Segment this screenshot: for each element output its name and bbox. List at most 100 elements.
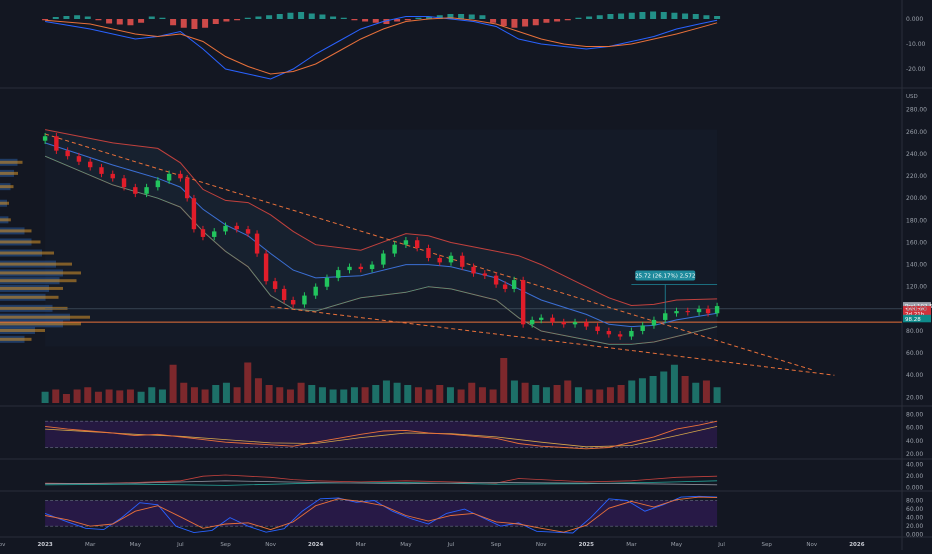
- price-tag-label: 98.28: [905, 317, 921, 323]
- volume-profile-bar: [0, 328, 45, 332]
- candle-body: [110, 173, 115, 179]
- volume-bar: [169, 364, 177, 403]
- macd-histogram-bar: [522, 19, 529, 27]
- volume-bar: [73, 389, 81, 403]
- candle-body: [606, 330, 612, 335]
- macd-histogram-bar: [138, 19, 145, 23]
- volume-bar: [510, 380, 518, 403]
- candle-body: [572, 322, 578, 325]
- candle-body: [584, 322, 589, 327]
- time-axis-tick-label: May: [400, 542, 412, 548]
- candle-body: [263, 253, 269, 282]
- candle-body: [651, 319, 657, 326]
- candle-body: [42, 136, 48, 141]
- time-axis-tick-label: Sep: [220, 542, 231, 548]
- volume-bar: [244, 362, 252, 403]
- macd-histogram-bar: [426, 16, 433, 19]
- macd-histogram-bar: [500, 19, 507, 26]
- candle-body: [54, 136, 59, 151]
- macd-histogram-bar: [703, 15, 710, 19]
- macd-histogram-bar: [682, 13, 689, 19]
- macd-histogram-bar: [84, 16, 91, 19]
- volume-bar: [126, 389, 134, 403]
- macd-histogram-bar: [159, 17, 166, 19]
- candle-body: [617, 334, 623, 337]
- candle-body: [184, 178, 190, 199]
- candle-body: [313, 286, 318, 296]
- volume-bar: [382, 380, 390, 403]
- price-axis-tick-label: 20.00: [906, 394, 923, 401]
- time-axis-tick-label: Sep: [491, 542, 502, 548]
- price-axis-tick-label: 80.00: [906, 328, 923, 335]
- price-axis-tick-label: 260.00: [906, 129, 927, 136]
- di-minus-line: [45, 480, 718, 486]
- macd-histogram-bar: [298, 12, 305, 19]
- rsi-axis-tick-label: 80.00: [906, 412, 923, 419]
- volume-bar: [190, 387, 198, 403]
- macd-histogram-bar: [618, 13, 625, 19]
- volume-bar: [670, 364, 678, 403]
- macd-histogram-bar: [148, 16, 155, 19]
- candle-body: [714, 306, 720, 314]
- candle-body: [381, 253, 386, 265]
- candle-body: [272, 281, 278, 289]
- adx-line: [45, 474, 718, 485]
- volume-bar: [702, 380, 710, 403]
- macd-histogram-bar: [223, 19, 230, 22]
- volume-bar: [553, 385, 561, 403]
- macd-histogram-bar: [586, 16, 593, 19]
- volume-bar: [393, 382, 401, 403]
- trendline-lower: [270, 306, 835, 376]
- price-axis-tick-label: 40.00: [906, 372, 923, 379]
- candle-body: [595, 326, 600, 331]
- volume-bar: [41, 391, 49, 403]
- time-axis-tick-label: Sep: [762, 542, 773, 548]
- macd-pane: [42, 11, 721, 80]
- candle-body: [144, 187, 149, 194]
- volume-bar: [265, 385, 273, 403]
- macd-histogram-bar: [127, 19, 134, 26]
- price-tag-bg: [903, 302, 931, 310]
- candle-body: [369, 264, 375, 270]
- volume-bar: [585, 389, 593, 403]
- volume-bar: [457, 389, 465, 403]
- rsi-axis-tick-label: 20.00: [906, 451, 923, 458]
- candle-body: [76, 156, 82, 162]
- volume-bar: [105, 389, 113, 403]
- volume-profile-bar: [0, 251, 54, 255]
- volume-bar: [692, 382, 700, 403]
- candle-body: [99, 167, 104, 174]
- macd-histogram-bar: [340, 17, 347, 19]
- rsi-ma-line: [45, 426, 718, 448]
- volume-profile-bar: [0, 271, 81, 275]
- macd-axis-tick-label: -10.00: [906, 41, 926, 48]
- volume-bar: [521, 382, 529, 403]
- macd-histogram-bar: [74, 15, 81, 19]
- volume-bar: [713, 387, 721, 403]
- volume-bar: [489, 389, 497, 403]
- macd-histogram-bar: [468, 14, 475, 19]
- macd-histogram-bar: [63, 16, 70, 19]
- macd-histogram-bar: [319, 14, 326, 19]
- volume-bar: [638, 378, 646, 403]
- volume-bar: [500, 358, 508, 403]
- macd-histogram-bar: [671, 12, 678, 19]
- candle-body: [629, 330, 634, 337]
- price-axis-tick-label: 120.00: [906, 284, 927, 291]
- time-axis-tick-label: 2025: [579, 542, 594, 548]
- price-axis-tick-label: 60.00: [906, 350, 923, 357]
- price-axis-tick-label: 280.00: [906, 107, 927, 114]
- volume-bar: [297, 382, 305, 403]
- stoch-axis-tick-label: 20.00: [906, 523, 923, 530]
- macd-histogram-bar: [212, 19, 219, 24]
- macd-histogram-bar: [714, 16, 721, 19]
- di-plus-line: [45, 480, 718, 486]
- volume-bar: [564, 380, 572, 403]
- macd-histogram-bar: [543, 19, 550, 23]
- volume-profile-bar: [0, 171, 18, 175]
- volume-bar: [62, 394, 70, 403]
- stoch-pane: [44, 495, 718, 534]
- macd-histogram-bar: [362, 19, 369, 22]
